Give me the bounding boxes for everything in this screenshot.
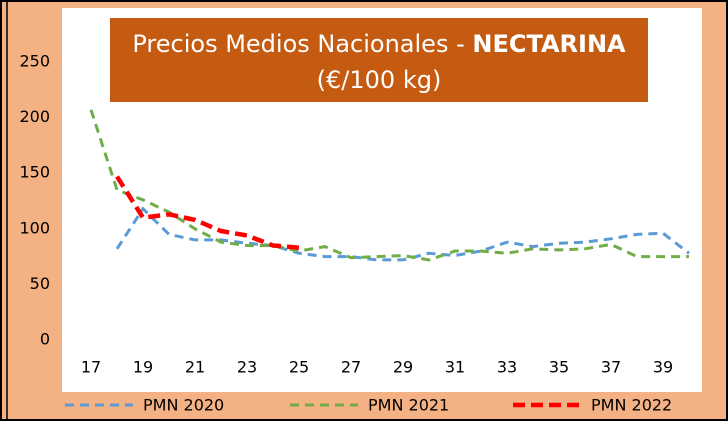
x-tick-label: 31 xyxy=(445,358,465,377)
chart-subtitle: (€/100 kg) xyxy=(317,66,442,94)
x-tick-label: 27 xyxy=(341,358,361,377)
chart-title: Precios Medios Nacionales - NECTARINA xyxy=(132,30,626,58)
series-line xyxy=(115,175,300,250)
title-emphasis: NECTARINA xyxy=(472,30,626,58)
series-line xyxy=(115,206,690,262)
y-tick-label: 150 xyxy=(19,163,50,182)
x-tick-label: 19 xyxy=(133,358,153,377)
y-tick-label: 0 xyxy=(40,330,50,349)
x-tick-label: 33 xyxy=(497,358,517,377)
y-tick-label: 50 xyxy=(30,274,50,293)
y-tick-label: 200 xyxy=(19,107,50,126)
legend-label: PMN 2021 xyxy=(368,396,449,415)
y-tick-label: 250 xyxy=(19,52,50,71)
x-tick-label: 29 xyxy=(393,358,413,377)
series-line xyxy=(89,109,689,262)
x-tick-label: 21 xyxy=(185,358,205,377)
x-tick-label: 17 xyxy=(81,358,101,377)
x-tick-label: 37 xyxy=(601,358,621,377)
x-tick-label: 35 xyxy=(549,358,569,377)
x-tick-label: 23 xyxy=(237,358,257,377)
x-tick-label: 39 xyxy=(653,358,673,377)
x-tick-label: 25 xyxy=(289,358,309,377)
legend-label: PMN 2022 xyxy=(591,396,672,415)
y-tick-label: 100 xyxy=(19,218,50,237)
legend-label: PMN 2020 xyxy=(143,396,224,415)
title-text: Precios Medios Nacionales - xyxy=(132,30,472,58)
title-box xyxy=(110,18,648,102)
